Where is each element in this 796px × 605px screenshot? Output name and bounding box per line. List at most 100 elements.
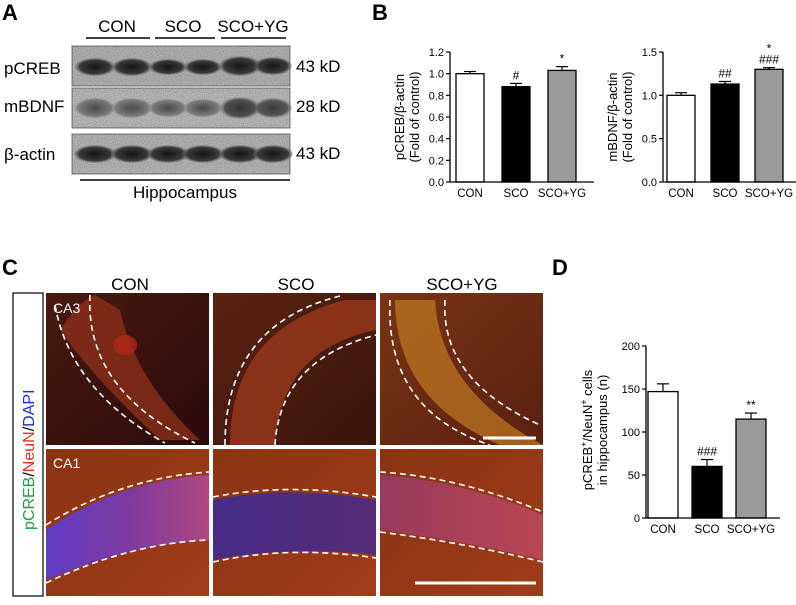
stain-separator: / (21, 472, 38, 477)
blot-row-beta-actin: β-actin 43 kD (4, 133, 340, 175)
blot-band (219, 56, 261, 76)
chart-pcreb-neun-cells: 0 50 100 150 200 CON SCO ### SCO+YG ** pCREB+/NeuN… (579, 341, 780, 536)
micrograph-ca3-yg (380, 293, 543, 446)
stain-separator: / (21, 426, 38, 431)
tissue-label: Hippocampus (133, 183, 237, 202)
blot-band (253, 145, 293, 163)
micrograph-column-labels: CON SCO SCO+YG (111, 275, 498, 294)
y-tick-label: 0.0 (429, 177, 444, 189)
micrograph-ca1-con: CA1 (45, 449, 210, 596)
bar (666, 94, 696, 183)
region-label-ca1: CA1 (53, 455, 80, 471)
blot-band (75, 58, 115, 76)
bar (691, 465, 723, 519)
blot-band (254, 98, 292, 118)
significance-mark: ** (746, 398, 756, 412)
micrograph-ca1-sco (212, 449, 377, 596)
panel-letter-d: D (552, 255, 568, 280)
blot-row-pcreb: pCREB 43 kD (4, 45, 340, 87)
blot-group-label: SCO (165, 17, 202, 36)
blot-size-label: 43 kD (296, 57, 340, 76)
blot-group-label: CON (98, 17, 136, 36)
cell-layer (380, 475, 543, 560)
y-tick-label: 0.6 (429, 112, 444, 124)
significance-mark: ### (697, 445, 717, 459)
y-axis-label: in hippocampus (n) (595, 375, 610, 486)
y-tick-label: 1.5 (642, 47, 657, 59)
panel-letter-c: C (2, 255, 18, 280)
y-axis-label: mBDNF/β-actin (605, 72, 620, 161)
category-label: SCO+YG (727, 524, 775, 536)
blot-size-label: 43 kD (296, 144, 340, 163)
layer-boundary (444, 299, 541, 426)
category-label: SCO (504, 188, 529, 200)
category-label: CON (457, 188, 483, 200)
blot-band (112, 98, 152, 118)
blot-size-label: 28 kD (296, 97, 340, 116)
blot-band (112, 58, 152, 76)
bar (647, 390, 679, 519)
layer-boundary (379, 471, 544, 513)
stain-legend: pCREB/NeuN/DAPI (21, 389, 38, 530)
category-label: SCO (695, 524, 720, 536)
stain-dapi: DAPI (21, 389, 38, 426)
significance-mark: * (767, 42, 772, 56)
layer-boundary (45, 539, 210, 584)
micrograph-column-label: SCO+YG (426, 275, 497, 294)
bar (501, 86, 531, 183)
blot-band (149, 99, 187, 117)
y-tick-label: 1.0 (429, 69, 444, 81)
layer-boundary (224, 295, 341, 446)
layer-boundary (212, 488, 377, 498)
y-tick-label: 0.4 (429, 134, 444, 146)
category-label: SCO+YG (538, 188, 586, 200)
region-label-ca3: CA3 (53, 300, 80, 316)
y-tick-label: 0.2 (429, 155, 444, 167)
category-label: SCO+YG (745, 188, 793, 200)
blot-band (147, 145, 189, 163)
cell-layer (213, 492, 376, 560)
bar (754, 68, 784, 183)
stain-legend-box (12, 292, 44, 597)
panel-letter-b: B (372, 0, 388, 25)
chart-pcreb: 0.0 0.2 0.4 0.6 0.8 1.0 1.2 CON SCO # SCO+YG * pCREB… (392, 47, 594, 200)
category-label: CON (668, 188, 694, 200)
stain-pcreb: pCREB (21, 477, 38, 530)
blot-band (74, 145, 116, 163)
blot-band (75, 98, 115, 118)
blot-band (182, 145, 224, 163)
blot-band (220, 97, 260, 119)
blot-band (149, 59, 187, 75)
layer-boundary (379, 531, 544, 563)
y-tick-label: 50 (628, 470, 640, 482)
blot-row-label: pCREB (4, 59, 61, 78)
y-tick-label: 0 (634, 513, 640, 525)
cell-layer (395, 300, 543, 445)
blot-band (184, 59, 222, 75)
micrograph-column-label: SCO (278, 275, 315, 294)
blot-row-label: mBDNF (4, 97, 64, 116)
blot-band (111, 145, 153, 163)
y-axis-label: (Fold of control) (407, 71, 422, 162)
category-label: CON (650, 524, 676, 536)
micrograph-ca3-con: CA3 (46, 293, 209, 445)
significance-mark: ### (759, 53, 779, 67)
cell-layer (230, 300, 376, 445)
layer-boundary (212, 551, 377, 563)
stain-neun: NeuN (21, 431, 38, 472)
blot-band (184, 99, 222, 117)
blot-band (219, 145, 261, 163)
category-label: SCO (713, 188, 738, 200)
blot-row-label: β-actin (4, 145, 55, 164)
panel-letter-a: A (2, 0, 18, 25)
y-tick-label: 100 (622, 427, 640, 439)
layer-boundary (89, 294, 196, 444)
y-tick-label: 0.5 (642, 134, 657, 146)
micrograph-ca3-sco (213, 293, 377, 446)
y-tick-label: 1.0 (642, 90, 657, 102)
bar (455, 73, 485, 183)
blot-band (254, 57, 292, 75)
significance-mark: * (560, 52, 565, 66)
chart-mbdnf: 0.0 0.5 1.0 1.5 CON SCO ## SCO+YG ###* mBDNF/β-ac… (605, 42, 796, 200)
y-axis-label: pCREB+/NeuN+ cells (579, 369, 595, 490)
